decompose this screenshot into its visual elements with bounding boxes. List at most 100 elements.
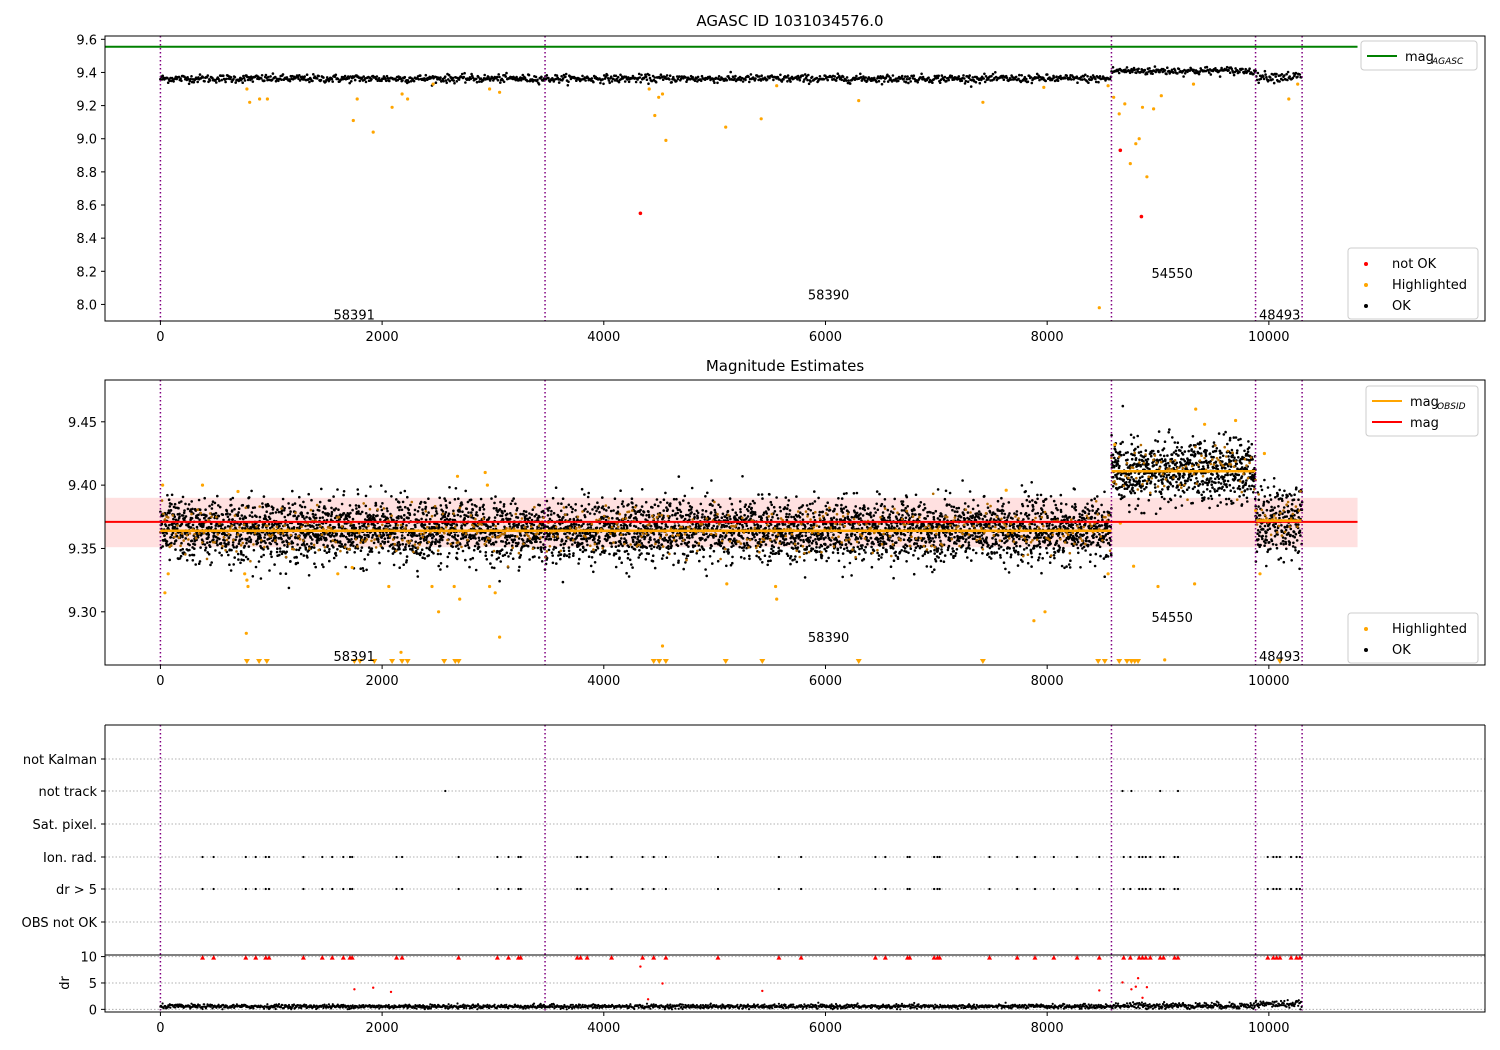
ok-point: [761, 549, 765, 552]
ok-point: [308, 80, 311, 84]
ok-point: [452, 509, 455, 513]
ok-point: [744, 78, 747, 82]
ok-point: [1192, 68, 1195, 72]
ok-point: [229, 498, 232, 501]
ok-point: [336, 548, 339, 551]
ok-point: [739, 78, 743, 82]
ok-point: [414, 540, 418, 544]
ok-point: [460, 72, 464, 76]
ok-point: [618, 549, 621, 553]
ok-point: [310, 498, 313, 502]
ok-point: [1038, 78, 1041, 82]
ok-point: [735, 513, 739, 517]
ok-point: [1275, 72, 1278, 76]
ok-point: [448, 552, 451, 555]
ok-point: [753, 501, 756, 505]
ok-point: [311, 538, 314, 541]
ok-point: [586, 495, 590, 499]
ok-point: [664, 539, 668, 542]
ok-point: [241, 503, 245, 507]
ok-point: [283, 544, 286, 547]
ok-point: [592, 80, 595, 84]
ok-point: [784, 538, 788, 541]
ok-point: [1263, 69, 1267, 73]
ok-point: [430, 542, 433, 546]
ok-point: [269, 552, 273, 556]
ok-point: [304, 534, 308, 537]
ok-point: [193, 547, 196, 550]
ok-point: [859, 72, 862, 76]
ok-point: [400, 508, 404, 512]
ok-point: [1020, 74, 1023, 77]
ok-point: [226, 515, 230, 518]
ok-point: [397, 540, 401, 544]
ok-point: [722, 550, 726, 554]
ok-point: [285, 550, 289, 554]
ok-point: [679, 514, 682, 517]
ok-point: [493, 516, 497, 519]
ok-point: [227, 541, 230, 544]
ok-point: [395, 498, 398, 501]
ok-point: [258, 534, 262, 537]
ok-point: [594, 548, 598, 552]
ok-point: [207, 533, 210, 536]
ok-point: [784, 515, 788, 519]
ok-point: [1205, 65, 1209, 69]
ok-point: [1082, 75, 1085, 78]
ok-point: [572, 552, 575, 555]
ok-point: [756, 524, 760, 527]
ok-point: [254, 565, 258, 569]
ok-point: [1094, 80, 1098, 84]
ok-point: [498, 75, 501, 79]
ok-point: [508, 522, 511, 526]
ok-point: [381, 547, 385, 550]
ok-point: [344, 535, 348, 539]
ok-point: [585, 539, 589, 543]
ok-point: [233, 508, 236, 511]
ok-point: [1280, 73, 1284, 76]
ok-point: [267, 75, 270, 79]
ok-point: [250, 511, 254, 514]
ok-point: [659, 501, 662, 504]
ok-point: [1255, 78, 1259, 82]
ok-point: [509, 552, 512, 555]
ok-point: [427, 554, 431, 557]
ok-point: [772, 545, 776, 549]
ok-point: [630, 545, 634, 549]
ok-point: [711, 562, 714, 565]
ok-point: [1139, 70, 1143, 74]
ok-point: [220, 78, 223, 82]
ok-point: [407, 516, 410, 520]
ok-point: [361, 567, 365, 570]
ok-point: [497, 73, 501, 76]
ok-point: [660, 557, 664, 560]
ok-point: [931, 81, 934, 84]
ok-point: [280, 512, 284, 515]
ok-point: [332, 495, 335, 498]
ok-point: [1177, 67, 1181, 71]
not-ok-point: [1118, 148, 1123, 153]
ok-point: [422, 552, 426, 556]
ok-point: [296, 561, 300, 565]
ok-point: [582, 546, 585, 549]
ok-point: [761, 561, 764, 564]
ok-point: [691, 75, 694, 79]
ok-point: [329, 518, 333, 521]
ok-point: [203, 516, 206, 520]
ok-point: [638, 76, 642, 79]
ok-point: [683, 553, 686, 556]
ok-point: [296, 543, 299, 546]
ok-point: [680, 536, 684, 540]
ok-point: [280, 78, 283, 81]
ok-point: [1111, 66, 1115, 69]
ok-point: [598, 510, 601, 514]
ok-point: [793, 558, 796, 561]
ok-point: [306, 556, 309, 559]
ok-point: [229, 76, 233, 79]
ok-point: [773, 510, 777, 513]
ok-point: [1269, 76, 1272, 79]
ok-point: [674, 512, 677, 515]
ok-point: [208, 540, 212, 544]
ok-point: [834, 79, 838, 82]
